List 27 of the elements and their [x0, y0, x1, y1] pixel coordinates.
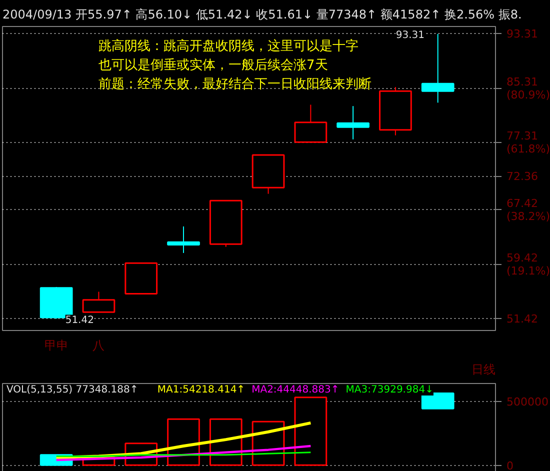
annotation: 前题：经常失败，最好结合下一日收阳线来判断	[98, 77, 372, 92]
bar	[294, 396, 328, 466]
x-tick-label: 八	[92, 338, 105, 352]
candlestick	[336, 106, 370, 140]
text: 日线	[472, 362, 496, 376]
y-tick-label: 72.36	[506, 170, 538, 183]
y-tick-label: 93.31	[506, 27, 538, 40]
y-tick-label: 77.31 (61.8%)	[506, 130, 550, 156]
annotation: 51.42	[65, 314, 94, 326]
text: MA2:44448.883↑	[252, 384, 340, 396]
y-tick-label: 67.42 (38.2%)	[506, 196, 550, 223]
annotation: 跳高阴线：跳高开盘收阴线，这里可以是十字	[98, 38, 358, 54]
candlestick	[167, 226, 200, 254]
y-tick-label: 500000	[506, 396, 548, 409]
text: MA1:54218.414↑	[157, 384, 246, 396]
y-tick-label: 51.42	[506, 312, 538, 326]
bar	[421, 392, 454, 410]
y-tick-label: 59.42 (19.1%)	[506, 251, 550, 278]
chart-title: VOL(5,13,55) 77348.188↑	[6, 384, 138, 396]
line-series	[55, 444, 312, 462]
annotation: 93.31	[396, 30, 424, 41]
annotation: 也可以是倒垂或实体，一般后续会涨7天	[98, 58, 328, 73]
x-tick-label: 甲申	[44, 338, 68, 352]
text: MA3:73929.984↓	[346, 384, 434, 396]
chart-title: 2004/09/13 开55.97↑ 高56.10↓ 低51.42↓ 收51.61↓ 量77348↑ 额41582↑ 换2.56% 振8.	[2, 8, 522, 22]
y-tick-label: 0	[506, 460, 514, 471]
y-tick-label: 85.31 (80.9%)	[506, 75, 550, 102]
